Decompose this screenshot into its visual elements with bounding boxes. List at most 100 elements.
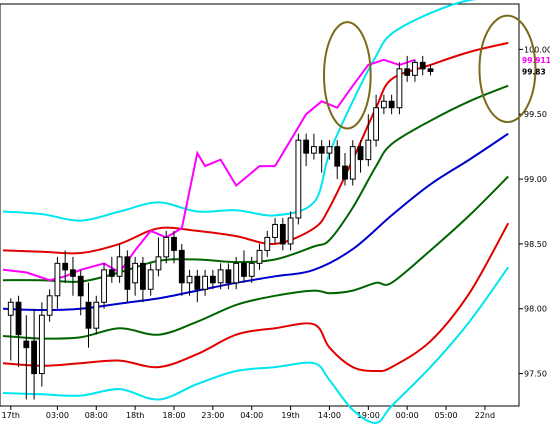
candle-body (108, 269, 115, 277)
candle (155, 237, 162, 277)
y-tick-label: 97.50 (524, 370, 547, 379)
candle (202, 269, 209, 296)
candle (124, 250, 131, 303)
candle-body (233, 262, 240, 284)
candle (31, 308, 38, 400)
candle (326, 140, 333, 160)
candle (194, 269, 201, 303)
candle (334, 140, 341, 180)
candle-body (427, 68, 434, 72)
band-line-plus1-sigma (2, 84, 509, 283)
candle (380, 94, 387, 115)
candle (178, 243, 185, 296)
candle-body (217, 269, 224, 284)
candle-body (342, 165, 348, 180)
candle-body (334, 146, 341, 167)
candle-body (23, 340, 30, 349)
candles (7, 55, 434, 400)
candle-body (279, 223, 286, 245)
candle-body (202, 275, 209, 290)
candle-body (38, 314, 45, 375)
candle-body (295, 139, 302, 219)
y-tick-label: 99.00 (524, 175, 547, 184)
candle-body (349, 146, 356, 180)
candle (342, 153, 348, 186)
candle (139, 256, 146, 303)
band-line-minus2-sigma (2, 222, 510, 373)
candle (233, 256, 240, 290)
candle-body (388, 100, 395, 109)
x-tick-label: 04:00 (240, 411, 263, 420)
candle (23, 315, 30, 400)
band-line-minus3-sigma (2, 266, 510, 424)
candle-body (419, 61, 426, 70)
candle-body (287, 217, 294, 245)
candle (404, 55, 411, 82)
candle (132, 256, 139, 296)
x-tick-label: 18:00 (162, 411, 185, 420)
candle (116, 243, 123, 283)
candle (272, 217, 278, 244)
candle-body (272, 223, 278, 238)
candle (7, 298, 14, 361)
candle (108, 256, 115, 283)
candle-body (124, 256, 131, 290)
candle (70, 256, 76, 296)
y-tick-label: 99.50 (524, 110, 547, 119)
candle (241, 250, 247, 283)
x-tick-label: 08:00 (85, 411, 108, 420)
candle-body (365, 139, 372, 161)
candle (38, 302, 45, 387)
candle (310, 133, 317, 160)
candle-body (147, 269, 154, 290)
candle (287, 211, 294, 251)
candle-body (139, 262, 146, 290)
y-tick-label: 98.00 (524, 305, 547, 314)
candle (77, 269, 84, 316)
candle (427, 64, 434, 76)
x-tick-label: 19:00 (357, 411, 380, 420)
candle (357, 140, 364, 173)
candle-body (310, 146, 317, 154)
y-tick-label: 98.50 (524, 240, 547, 249)
candle (279, 217, 286, 251)
candle (209, 269, 216, 290)
candle-body (318, 146, 325, 154)
candle (85, 282, 92, 348)
candle (303, 133, 310, 167)
candle-body (326, 146, 333, 154)
candle-body (357, 146, 364, 161)
plot-area (0, 3, 520, 407)
x-tick-label: 05:00 (435, 411, 458, 420)
candle-body (264, 236, 271, 251)
candle-body (163, 236, 170, 258)
candle (396, 62, 403, 115)
candle-body (155, 256, 162, 271)
candle (147, 263, 154, 296)
x-tick-label: 22nd (475, 411, 495, 420)
sma-line (2, 132, 509, 312)
x-tick-label: 00:00 (396, 411, 419, 420)
candle (15, 295, 22, 368)
candle (46, 289, 53, 322)
candle-body (93, 301, 100, 329)
candle-body (15, 301, 22, 336)
band-line-minus1-sigma (2, 175, 509, 340)
candle (419, 55, 426, 76)
candle-body (116, 256, 123, 277)
candle-body (85, 301, 92, 329)
annotation-ellipse (478, 14, 537, 124)
lagging-span-line (2, 58, 416, 282)
candle-body (225, 269, 232, 284)
candle-body (404, 68, 411, 76)
candle (54, 256, 61, 309)
candle-body (46, 295, 53, 316)
candle (349, 140, 356, 186)
y-tick-label: 100.00 (524, 45, 550, 54)
candle (101, 263, 107, 309)
candle-body (186, 275, 193, 284)
x-tick-label: 17th (2, 411, 20, 420)
candle-body (412, 61, 418, 76)
